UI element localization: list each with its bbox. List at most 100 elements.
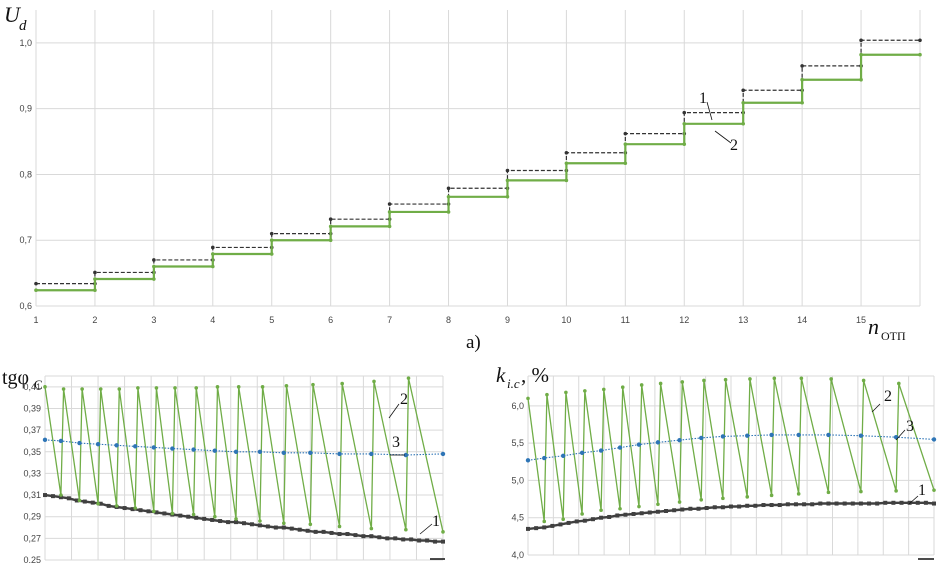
chart-a-series-1-line <box>36 39 920 285</box>
series-1-point <box>574 519 579 524</box>
series-1-point <box>729 504 733 509</box>
y-tick-label: 0,29 <box>23 512 41 522</box>
series-1-point <box>162 511 167 516</box>
chart-a-x-tick-label: 8 <box>446 315 451 325</box>
chart-a-annotation-2-leader <box>714 130 732 144</box>
series-2-point <box>620 385 625 389</box>
chart-kic-annotation-1-leader <box>908 495 919 505</box>
series-2-point <box>599 508 603 513</box>
chart-a-x-tick-label: 1 <box>33 315 38 325</box>
series-2-point <box>96 501 100 506</box>
series-2-point <box>583 389 587 393</box>
series-1-point <box>194 515 199 520</box>
series-3-point <box>769 432 774 438</box>
chart-a-series-2-point <box>328 224 333 229</box>
chart-kic-annotation-2-leader <box>871 403 881 413</box>
series-1-point <box>915 500 920 505</box>
chart-kic-annotation-3-leader <box>895 429 906 441</box>
series-2-point <box>723 377 728 382</box>
series-2-point <box>170 511 175 516</box>
series-1-point <box>337 532 342 537</box>
series-2-point <box>77 498 82 503</box>
chart-a-series-2-point <box>152 277 156 281</box>
series-3-point <box>677 437 682 443</box>
chart-a-ylabel: U <box>4 2 22 27</box>
chart-a-x-tick-label: 6 <box>328 315 333 325</box>
chart-tgphi-series <box>42 376 446 544</box>
series-1-point <box>377 535 382 540</box>
chart-a-series-2-point <box>623 142 628 146</box>
series-1-point <box>688 506 693 511</box>
chart-a-y-tick-label: 0,7 <box>19 235 32 245</box>
series-1-point <box>433 539 438 544</box>
series-1-point <box>393 536 398 541</box>
chart-a-series-2-point <box>269 238 274 243</box>
series-1-point <box>842 501 847 506</box>
chart-kic-ylabel: k <box>496 363 506 387</box>
series-3-point <box>257 449 263 454</box>
series-1-line <box>44 493 443 543</box>
chart-a-x-tick-label: 4 <box>210 315 215 325</box>
chart-a-x-tick-label: 14 <box>797 315 807 325</box>
series-1-point <box>401 537 406 542</box>
series-3-point <box>560 453 566 459</box>
y-tick-label: 5,0 <box>511 475 524 485</box>
series-3-point <box>133 444 138 449</box>
series-2-point <box>308 522 313 527</box>
series-3-point <box>170 446 175 451</box>
chart-a-series-2-point <box>93 277 97 281</box>
series-2-point <box>796 492 801 496</box>
series-1-point <box>850 501 855 506</box>
series-3-point <box>720 434 726 439</box>
y-tick-label: 0,31 <box>23 490 41 500</box>
series-1-point <box>321 529 326 534</box>
series-1-point <box>712 505 717 510</box>
series-1-point <box>417 538 422 543</box>
chart-tgphi: 0,25 0,27 0,29 0,31 0,33 0,35 0,37 0,39 0,41 tgφ… <box>2 367 446 563</box>
y-tick-label: 4,5 <box>511 513 524 523</box>
series-2-point <box>311 382 315 387</box>
series-1-point <box>785 502 790 507</box>
series-3-point <box>281 450 286 456</box>
series-2-point <box>769 493 774 498</box>
series-3-point <box>403 452 409 458</box>
chart-a-series-2-point <box>446 210 451 214</box>
chart-tgphi-annotation-2-leader <box>388 403 400 419</box>
series-2-point <box>859 489 863 494</box>
chart-a-series-1-point <box>800 64 804 68</box>
chart-a-series-2-point <box>741 121 745 126</box>
chart-a-series-2-point <box>918 52 922 57</box>
chart-a-x-tick-label: 12 <box>679 315 689 325</box>
chart-a-series-1-point <box>328 217 333 221</box>
series-1-point <box>720 505 725 510</box>
chart-a-y-tick-label: 0,9 <box>19 104 32 114</box>
series-1-point <box>777 503 782 508</box>
series-2-point <box>699 498 704 502</box>
series-3-point <box>77 440 82 446</box>
chart-a-ylabel-sub: d <box>19 18 27 34</box>
series-2-point <box>213 514 217 519</box>
series-1-point <box>74 498 79 503</box>
series-3-point <box>525 458 531 463</box>
chart-a-xlabel: n <box>868 314 879 339</box>
series-2-point <box>80 387 84 391</box>
chart-kic: 4,0 4,5 5,0 5,5 6,0 k i.c , % 2 3 1 <box>496 363 937 560</box>
series-2-point <box>656 502 660 507</box>
series-2-point <box>542 519 547 524</box>
y-tick-label: 0,27 <box>23 533 41 543</box>
series-1-point <box>242 521 246 526</box>
series-3-point <box>114 443 119 448</box>
chart-kic-grid <box>527 375 935 556</box>
series-2-point <box>114 504 119 508</box>
series-2-point <box>43 385 47 389</box>
series-1-point <box>834 501 839 506</box>
series-3-point <box>337 451 342 457</box>
series-1-point <box>425 538 430 543</box>
chart-a-x-tick-label: 7 <box>387 315 392 325</box>
chart-kic-annotation-1: 1 <box>918 482 926 499</box>
series-3-point <box>931 437 937 442</box>
series-2-point <box>151 509 156 514</box>
series-1-point <box>590 517 595 522</box>
series-1-point <box>680 507 685 512</box>
series-3-point <box>308 450 313 456</box>
